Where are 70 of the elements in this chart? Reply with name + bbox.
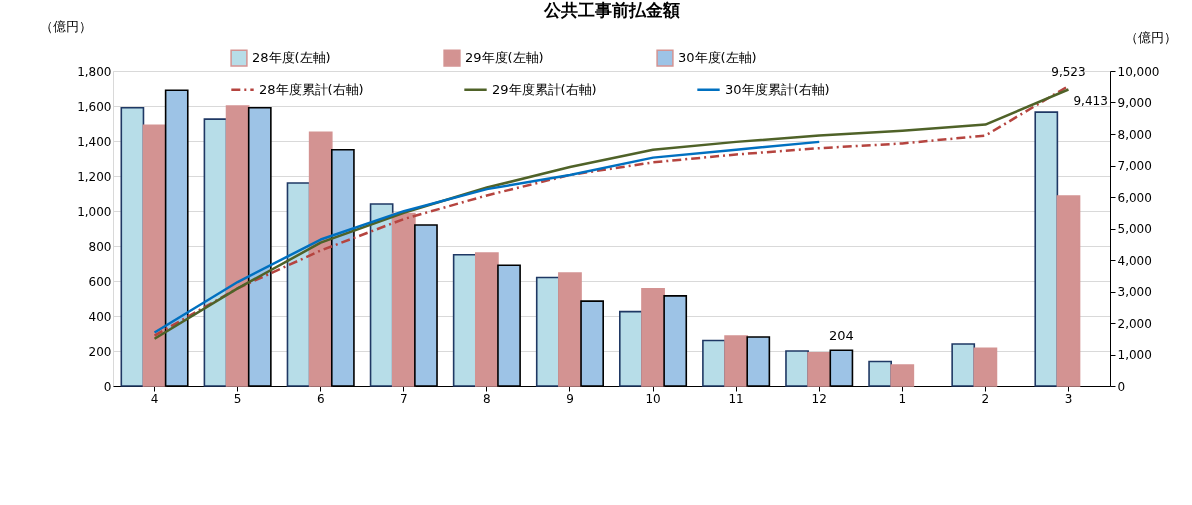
bar — [203, 118, 228, 387]
y2-tick-label: 2,000 — [1117, 316, 1152, 331]
x-tick-label: 8 — [483, 391, 491, 406]
y-tick-label: 200 — [88, 344, 112, 359]
y2-tick-label: 8,000 — [1117, 127, 1152, 142]
bar — [475, 252, 499, 387]
y2-tick-label: 4,000 — [1117, 253, 1152, 268]
bar — [369, 203, 394, 387]
bar — [973, 347, 998, 387]
x-tick-label: 12 — [811, 391, 827, 406]
bar — [225, 105, 250, 387]
data-label: 9,413 — [1073, 94, 1108, 109]
y-tick-label: 800 — [88, 239, 112, 254]
bar — [1034, 111, 1059, 387]
bar — [452, 253, 477, 387]
bar — [807, 351, 832, 387]
legend-label: 30年度累計(右軸) — [725, 81, 830, 97]
y2-tick-label: 0 — [1117, 379, 1126, 394]
bar — [308, 131, 333, 387]
bar — [868, 360, 893, 387]
y-tick-label: 400 — [88, 309, 112, 324]
legend-label: 30年度(左軸) — [678, 50, 757, 66]
x-tick-label: 3 — [1064, 391, 1073, 406]
x-tick-label: 11 — [728, 391, 744, 406]
y2-axis-title: （億円） — [1124, 29, 1177, 45]
bar — [641, 288, 665, 387]
bar — [535, 276, 560, 387]
bar — [558, 272, 582, 387]
y2-tick-label: 3,000 — [1117, 285, 1152, 299]
legend-label: 28年度(左軸) — [252, 50, 331, 66]
x-tick-label: 7 — [399, 391, 408, 406]
bar — [890, 364, 915, 387]
y-tick-label: 1,200 — [77, 169, 112, 184]
data-label: 204 — [828, 328, 854, 344]
y2-tick-label: 5,000 — [1117, 222, 1152, 236]
y-tick-label: 1,600 — [77, 99, 112, 114]
bar — [951, 343, 976, 387]
data-label: 9,523 — [1051, 65, 1086, 80]
y2-tick-label: 9,000 — [1117, 96, 1152, 110]
legend-label: 29年度(左軸) — [465, 50, 544, 66]
y2-tick-label: 6,000 — [1117, 190, 1152, 205]
bar — [120, 106, 145, 387]
y-tick-label: 1,400 — [77, 134, 112, 149]
bar — [785, 350, 809, 387]
x-tick-label: 10 — [645, 391, 661, 406]
y-tick-label: 0 — [103, 379, 112, 394]
bar — [1056, 195, 1081, 387]
x-tick-label: 9 — [566, 391, 574, 406]
legend-label: 29年度累計(右軸) — [492, 81, 597, 97]
y2-tick-label: 10,000 — [1117, 64, 1160, 79]
y-tick-label: 600 — [88, 274, 112, 289]
bar — [724, 335, 748, 387]
legend-label: 28年度累計(右軸) — [259, 81, 364, 97]
x-tick-label: 6 — [316, 391, 325, 406]
bar — [702, 339, 726, 387]
bar — [142, 124, 167, 387]
x-tick-label: 2 — [981, 391, 990, 406]
y2-tick-label: 7,000 — [1117, 159, 1152, 173]
bar — [391, 212, 416, 387]
y-tick-label: 1,000 — [77, 204, 112, 219]
x-tick-label: 5 — [233, 391, 242, 406]
y-tick-label: 1,800 — [77, 64, 112, 79]
chart-title: 公共工事前払金額 — [542, 0, 680, 20]
x-tick-label: 4 — [150, 391, 159, 406]
bar — [286, 182, 311, 387]
y2-tick-label: 1,000 — [1117, 348, 1152, 362]
y-axis-title: （億円） — [39, 18, 92, 34]
x-tick-label: 1 — [898, 391, 907, 406]
bar — [619, 310, 643, 387]
line-series — [153, 140, 821, 334]
